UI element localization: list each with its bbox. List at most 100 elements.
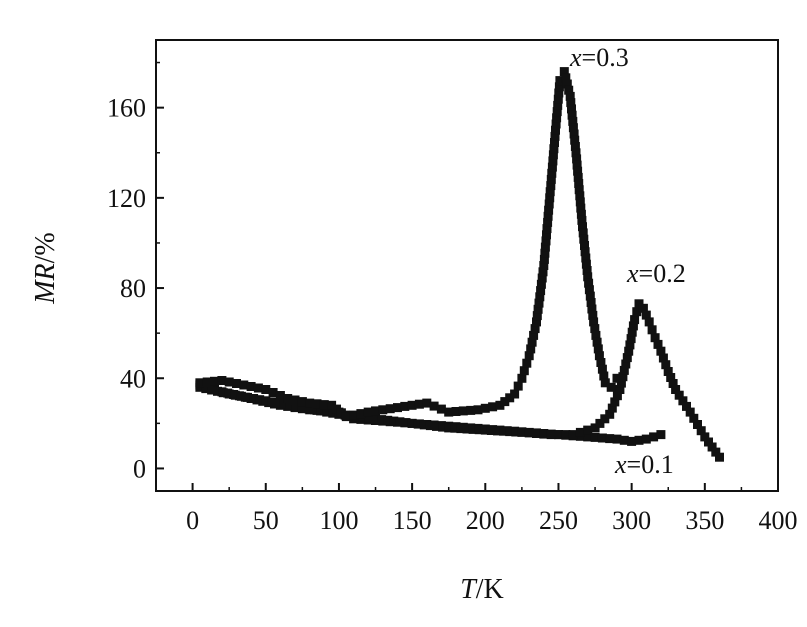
data-point	[589, 317, 599, 327]
data-point	[400, 401, 410, 411]
data-point	[312, 399, 322, 409]
data-point	[566, 98, 576, 108]
data-point	[538, 267, 548, 277]
data-point	[363, 407, 373, 417]
x-tick-marks	[191, 483, 779, 491]
data-point	[480, 403, 490, 413]
data-point	[656, 430, 666, 440]
data-point	[583, 425, 593, 435]
data-point	[468, 424, 478, 434]
data-point	[450, 423, 460, 433]
data-point	[650, 333, 660, 343]
data-point	[570, 142, 580, 151]
data-point	[304, 404, 313, 414]
data-point	[385, 404, 395, 414]
data-point	[541, 236, 551, 246]
data-point	[414, 399, 424, 409]
data-point	[261, 385, 271, 394]
data-point	[213, 386, 222, 396]
x-tick-label: 100	[319, 506, 358, 535]
data-point	[505, 427, 515, 437]
data-point	[595, 418, 605, 428]
data-point	[513, 381, 523, 391]
data-point	[480, 425, 490, 435]
data-point	[568, 430, 578, 440]
data-point	[678, 396, 688, 406]
data-point	[552, 107, 562, 117]
data-point	[239, 380, 249, 390]
data-point	[305, 398, 315, 408]
data-point	[575, 197, 585, 207]
data-point	[575, 191, 585, 201]
data-point	[542, 224, 552, 234]
data-point	[619, 435, 629, 445]
data-point	[605, 434, 615, 444]
data-point	[580, 241, 589, 250]
data-point	[599, 371, 609, 381]
data-point	[658, 353, 668, 363]
data-point	[395, 417, 405, 427]
data-point	[532, 317, 541, 327]
data-point	[591, 330, 601, 340]
data-point	[249, 394, 259, 403]
data-point	[389, 416, 399, 426]
data-point	[217, 376, 227, 385]
y-tick-label: 120	[107, 184, 146, 213]
data-point	[693, 420, 702, 429]
x-tick-label: 350	[685, 506, 724, 535]
data-point	[580, 247, 590, 257]
data-point	[542, 230, 551, 240]
data-point	[612, 434, 622, 444]
data-point	[495, 400, 505, 410]
data-point	[268, 388, 278, 397]
data-point	[682, 401, 691, 411]
data-point	[255, 395, 265, 405]
data-point	[243, 392, 252, 402]
data-point	[529, 330, 539, 340]
x-tick-labels: 0 50 100 150 200 250 300 350 400	[186, 506, 797, 535]
data-point	[267, 397, 277, 407]
data-point	[517, 427, 527, 437]
data-point	[218, 388, 228, 398]
data-point	[534, 298, 544, 308]
data-point	[689, 413, 699, 423]
data-point	[577, 215, 587, 225]
data-point	[671, 385, 681, 394]
data-point	[474, 425, 484, 435]
data-point	[527, 337, 537, 347]
data-point	[647, 325, 657, 335]
data-point	[586, 298, 596, 307]
data-point	[456, 424, 466, 434]
data-point	[543, 217, 553, 227]
data-point	[473, 405, 483, 415]
data-point	[550, 131, 560, 141]
data-point	[407, 418, 417, 428]
data-point	[310, 405, 319, 415]
data-point	[466, 405, 476, 415]
series-label-x01: x=0.1	[614, 450, 674, 479]
data-point	[616, 378, 626, 388]
data-point	[567, 110, 577, 120]
data-point	[349, 410, 359, 420]
data-point	[561, 430, 571, 440]
data-point	[553, 94, 563, 104]
data-point	[510, 389, 520, 399]
data-point	[622, 353, 632, 363]
data-point	[546, 181, 556, 191]
data-point	[545, 193, 555, 203]
data-point	[597, 364, 607, 374]
data-point	[627, 436, 637, 446]
y-tick-label: 160	[107, 94, 146, 123]
data-point	[576, 209, 586, 219]
data-point	[590, 432, 600, 442]
data-point	[378, 405, 388, 415]
data-point	[253, 383, 263, 393]
data-point	[600, 414, 610, 424]
data-point	[524, 428, 534, 438]
data-point	[559, 67, 569, 77]
data-point	[283, 394, 293, 403]
data-point	[649, 432, 659, 442]
data-point	[570, 135, 580, 145]
data-point	[597, 433, 607, 443]
data-point	[444, 407, 454, 417]
